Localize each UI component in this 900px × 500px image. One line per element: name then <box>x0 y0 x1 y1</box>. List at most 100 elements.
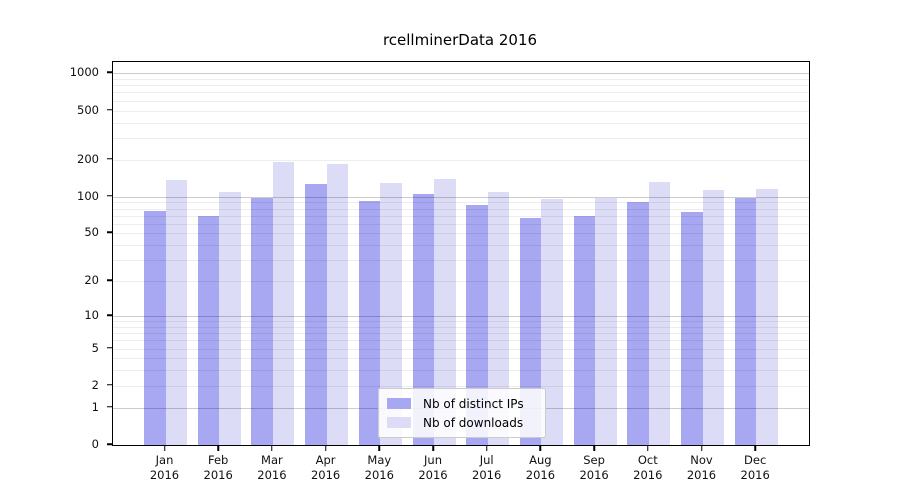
gridline-minor <box>113 333 809 335</box>
x-axis-tick <box>485 445 488 451</box>
x-axis-tick-label: Mar 2016 <box>257 453 287 482</box>
gridline-minor <box>113 202 809 204</box>
x-axis-tick-label: Aug 2016 <box>525 453 556 482</box>
bar-nb-of-downloads-oct <box>648 182 671 445</box>
gridline-minor <box>113 326 809 328</box>
legend-label-downloads: Nb of downloads <box>423 415 524 430</box>
gridline-minor <box>113 370 809 372</box>
x-axis-tick <box>217 445 219 451</box>
bar-nb-of-downloads-dec <box>756 189 778 445</box>
legend-item-distinct-ips: Nb of distinct IPs <box>379 394 545 413</box>
y-axis-tick <box>107 346 112 349</box>
x-axis-tick <box>754 445 756 451</box>
x-axis-tick <box>163 445 166 451</box>
bar-nb-of-downloads-sep <box>595 197 617 445</box>
bar-nb-of-distinct-ips-jan <box>144 210 166 445</box>
legend-item-downloads: Nb of downloads <box>379 413 545 432</box>
y-axis-tick-label: 5 <box>91 340 99 355</box>
gridline-minor <box>113 340 809 342</box>
x-axis-tick-label: Jan 2016 <box>149 453 180 482</box>
bar-nb-of-downloads-mar <box>272 161 295 445</box>
bar-nb-of-downloads-nov <box>702 190 724 445</box>
y-axis-tick-label: 10 <box>84 308 99 322</box>
bar-nb-of-downloads-jan <box>165 179 187 445</box>
gridline-minor <box>113 358 809 360</box>
x-axis-tick <box>432 445 434 451</box>
bar-nb-of-distinct-ips-jun <box>412 194 434 445</box>
legend: Nb of distinct IPs Nb of downloads <box>378 388 546 438</box>
bar-nb-of-distinct-ips-nov <box>681 212 703 445</box>
y-axis-tick-label: 500 <box>77 102 99 117</box>
y-axis-tick-label: 1000 <box>69 65 99 80</box>
x-axis-tick-label: Sep 2016 <box>579 453 609 482</box>
gridline-minor <box>113 92 809 94</box>
x-axis-tick-label: Apr 2016 <box>310 453 341 482</box>
legend-swatch-downloads <box>387 417 411 428</box>
gridline-minor <box>113 385 809 387</box>
y-axis-tick-label: 1 <box>91 399 99 414</box>
legend-label-distinct-ips: Nb of distinct IPs <box>423 396 524 411</box>
y-axis-tick <box>107 405 112 408</box>
bar-nb-of-distinct-ips-mar <box>251 198 273 445</box>
bar-nb-of-downloads-jun <box>434 179 456 445</box>
plot-inner <box>113 62 809 445</box>
bar-nb-of-downloads-aug <box>541 198 563 445</box>
x-axis-tick-label: Dec 2016 <box>740 453 770 482</box>
gridline-minor <box>113 233 809 235</box>
gridline-minor <box>113 348 809 350</box>
gridline-minor <box>113 159 809 161</box>
gridline-minor <box>113 215 809 217</box>
x-axis-tick <box>647 445 649 451</box>
x-axis-tick-label: Feb 2016 <box>203 453 233 482</box>
gridline-major <box>113 316 809 317</box>
y-axis-tick <box>107 108 112 111</box>
x-axis-tick <box>378 445 381 451</box>
x-axis-tick <box>700 445 703 451</box>
y-axis-tick <box>107 443 112 445</box>
gridline-major <box>113 196 809 198</box>
y-axis-tick-label: 2 <box>91 377 99 392</box>
bar-nb-of-downloads-feb <box>219 191 241 445</box>
x-axis-tick-label: Jul 2016 <box>472 453 502 482</box>
gridline-minor <box>113 260 809 262</box>
gridline-minor <box>113 122 809 124</box>
gridline-minor <box>113 110 809 112</box>
y-axis-tick-label: 100 <box>77 188 99 203</box>
x-axis-tick <box>271 445 273 451</box>
x-axis-tick <box>593 445 595 451</box>
gridline-minor <box>113 100 809 102</box>
gridline-minor <box>113 321 809 323</box>
gridline-minor <box>113 208 809 210</box>
x-axis-tick-label: Oct 2016 <box>633 453 663 482</box>
y-axis-tick-label: 0 <box>91 437 99 451</box>
y-axis-tick <box>107 279 112 281</box>
y-axis-tick <box>107 384 112 386</box>
gridline-minor <box>113 78 809 80</box>
x-axis-tick-label: Jun 2016 <box>418 453 448 482</box>
x-axis-tick <box>539 445 542 451</box>
x-axis-tick-label: May 2016 <box>364 453 394 482</box>
y-axis-tick-label: 200 <box>77 151 99 166</box>
bar-nb-of-distinct-ips-sep <box>573 216 596 445</box>
bar-nb-of-downloads-apr <box>326 164 349 445</box>
plot-area <box>112 61 810 446</box>
gridline-minor <box>113 85 809 87</box>
bar-nb-of-distinct-ips-may <box>358 200 381 445</box>
gridline-minor <box>113 223 809 225</box>
bar-nb-of-distinct-ips-dec <box>734 198 757 445</box>
y-axis-tick <box>107 194 112 197</box>
gridline-minor <box>113 281 809 283</box>
y-axis-tick <box>107 314 112 316</box>
x-axis-tick <box>324 445 327 451</box>
y-axis-tick-label: 50 <box>84 225 99 240</box>
y-axis-tick-label: 20 <box>84 273 99 288</box>
y-axis-tick <box>107 157 112 160</box>
gridline-minor <box>113 137 809 139</box>
y-axis-tick <box>107 231 112 234</box>
bar-nb-of-distinct-ips-apr <box>305 183 327 445</box>
chart-title: rcellminerData 2016 <box>382 31 538 49</box>
bar-nb-of-distinct-ips-jul <box>466 205 488 445</box>
gridline-minor <box>113 245 809 247</box>
bar-nb-of-distinct-ips-oct <box>627 201 649 445</box>
